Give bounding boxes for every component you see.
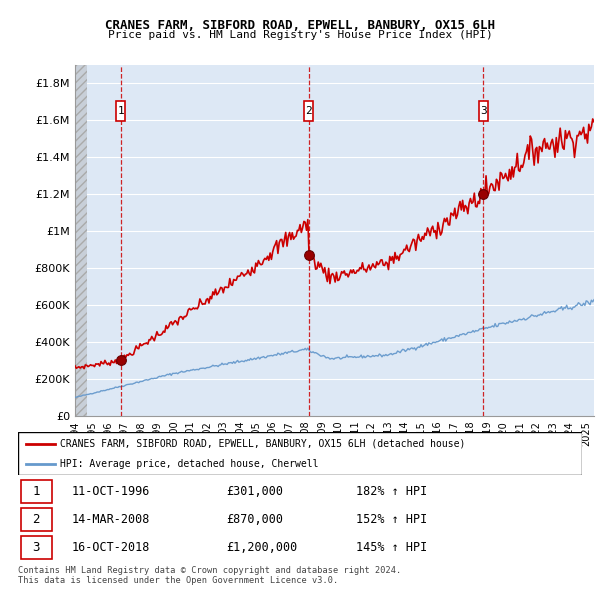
Text: 11-OCT-1996: 11-OCT-1996 bbox=[71, 485, 150, 498]
Text: CRANES FARM, SIBFORD ROAD, EPWELL, BANBURY, OX15 6LH (detached house): CRANES FARM, SIBFORD ROAD, EPWELL, BANBU… bbox=[60, 438, 466, 448]
Text: 2: 2 bbox=[32, 513, 40, 526]
Text: 3: 3 bbox=[480, 106, 487, 116]
Text: 2: 2 bbox=[305, 106, 313, 116]
FancyBboxPatch shape bbox=[18, 432, 582, 475]
Text: £870,000: £870,000 bbox=[227, 513, 284, 526]
Text: Contains HM Land Registry data © Crown copyright and database right 2024.: Contains HM Land Registry data © Crown c… bbox=[18, 566, 401, 575]
Text: 145% ↑ HPI: 145% ↑ HPI bbox=[356, 541, 428, 554]
Text: £1,200,000: £1,200,000 bbox=[227, 541, 298, 554]
FancyBboxPatch shape bbox=[21, 480, 52, 503]
Text: 14-MAR-2008: 14-MAR-2008 bbox=[71, 513, 150, 526]
FancyBboxPatch shape bbox=[304, 101, 313, 121]
Text: 152% ↑ HPI: 152% ↑ HPI bbox=[356, 513, 428, 526]
FancyBboxPatch shape bbox=[116, 101, 125, 121]
Text: 1: 1 bbox=[118, 106, 124, 116]
Text: This data is licensed under the Open Government Licence v3.0.: This data is licensed under the Open Gov… bbox=[18, 576, 338, 585]
Text: £301,000: £301,000 bbox=[227, 485, 284, 498]
Text: HPI: Average price, detached house, Cherwell: HPI: Average price, detached house, Cher… bbox=[60, 459, 319, 469]
FancyBboxPatch shape bbox=[21, 536, 52, 559]
Text: 1: 1 bbox=[32, 485, 40, 498]
FancyBboxPatch shape bbox=[21, 507, 52, 532]
Text: 16-OCT-2018: 16-OCT-2018 bbox=[71, 541, 150, 554]
Bar bbox=[75, 65, 86, 416]
FancyBboxPatch shape bbox=[479, 101, 488, 121]
Text: Price paid vs. HM Land Registry's House Price Index (HPI): Price paid vs. HM Land Registry's House … bbox=[107, 30, 493, 40]
Text: CRANES FARM, SIBFORD ROAD, EPWELL, BANBURY, OX15 6LH: CRANES FARM, SIBFORD ROAD, EPWELL, BANBU… bbox=[105, 19, 495, 32]
Text: 3: 3 bbox=[32, 541, 40, 554]
Text: 182% ↑ HPI: 182% ↑ HPI bbox=[356, 485, 428, 498]
